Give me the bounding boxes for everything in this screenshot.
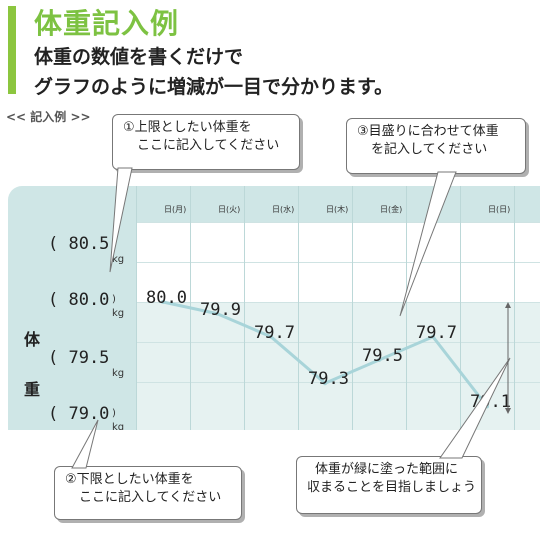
y-tick-close-paren: ) bbox=[112, 408, 116, 419]
callout-upper-limit-line-1: ①上限としたい体重を bbox=[123, 120, 252, 135]
data-label: 79.7 bbox=[416, 322, 457, 343]
data-label: 80.0 bbox=[146, 288, 187, 308]
grid-line bbox=[136, 302, 540, 303]
callout-goal-line-2: 収まることを目指しましょう bbox=[307, 480, 477, 495]
day-label-mon: 日(月) bbox=[164, 205, 187, 214]
data-label: 79.1 bbox=[470, 392, 511, 413]
description-line-1: 体重の数値を書くだけで bbox=[34, 46, 244, 68]
grid-column-line bbox=[460, 186, 461, 430]
day-label-sun: 日(日) bbox=[488, 205, 511, 214]
grid-column-line bbox=[136, 186, 137, 430]
data-point bbox=[431, 334, 435, 339]
data-point bbox=[377, 358, 381, 362]
day-label-thu: 日(木) bbox=[326, 205, 349, 214]
callout-scale: ③目盛りに合わせて体重 を記入してください bbox=[346, 118, 526, 174]
grid-line bbox=[136, 382, 540, 383]
y-tick-80-5: ( 80.5 bbox=[48, 234, 110, 254]
callout-scale-line-1: ③目盛りに合わせて体重 bbox=[357, 124, 499, 139]
callout-upper-limit: ①上限としたい体重を ここに記入してください bbox=[112, 114, 300, 170]
grid-column-line bbox=[514, 186, 515, 430]
data-label: 79.7 bbox=[254, 322, 295, 343]
data-point bbox=[161, 300, 165, 304]
callout-lower-limit-line-1: ②下限としたい体重を bbox=[65, 472, 194, 487]
day-label-fri: 日(金) bbox=[380, 205, 403, 214]
callout-upper-limit-line-2: ここに記入してください bbox=[137, 138, 280, 153]
day-label-tue: 日(火) bbox=[218, 205, 241, 214]
day-header-row bbox=[136, 186, 540, 222]
page-title: 体重記入例 bbox=[34, 7, 180, 40]
y-tick-close-paren: ) bbox=[112, 294, 116, 305]
grid-line bbox=[136, 262, 540, 263]
callout-lower-limit: ②下限としたい体重を ここに記入してください bbox=[54, 466, 242, 520]
day-label-wed: 日(水) bbox=[272, 205, 295, 214]
data-point bbox=[215, 311, 219, 316]
grid-column-line bbox=[298, 186, 299, 430]
y-tick-80-0: ( 80.0 bbox=[48, 290, 110, 310]
callout-lower-limit-line-2: ここに記入してください bbox=[79, 490, 222, 505]
data-label: 79.5 bbox=[362, 346, 403, 366]
y-unit: kg bbox=[112, 308, 125, 319]
data-label: 79.3 bbox=[308, 369, 349, 390]
grid-column-line bbox=[244, 186, 245, 430]
y-axis-label-char-2: 重 bbox=[24, 380, 41, 399]
y-tick-79-0: ( 79.0 bbox=[48, 404, 110, 424]
callout-goal: 体重が緑に塗った範囲に 収まることを目指しましょう bbox=[296, 456, 482, 514]
title-accent-bar bbox=[8, 6, 16, 94]
data-point bbox=[269, 334, 273, 339]
example-label: << 記入例 >> bbox=[6, 110, 91, 124]
y-tick-79-5: ( 79.5 bbox=[48, 348, 110, 368]
callout-goal-line-1: 体重が緑に塗った範囲に bbox=[315, 462, 459, 477]
y-unit: kg bbox=[112, 368, 125, 379]
y-axis-label-char-1: 体 bbox=[24, 330, 41, 349]
callout-scale-line-2: を記入してください bbox=[371, 142, 488, 157]
y-unit: kg bbox=[112, 422, 125, 430]
grid-column-line bbox=[352, 186, 353, 430]
description-line-2: グラフのように増減が一目で分かります。 bbox=[34, 76, 394, 98]
grid-line bbox=[136, 342, 540, 343]
data-label: 79.9 bbox=[200, 299, 241, 320]
data-point bbox=[323, 381, 327, 386]
grid-line bbox=[136, 222, 540, 223]
